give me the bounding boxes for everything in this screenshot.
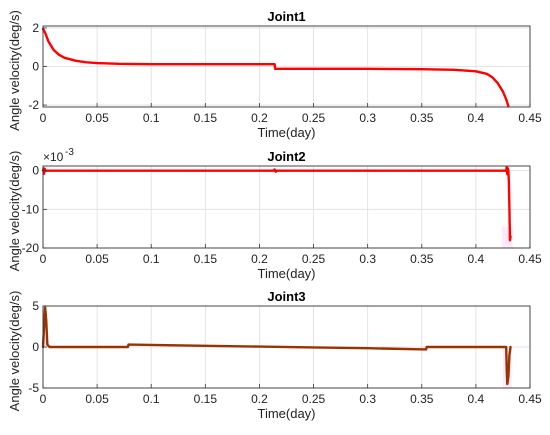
chart-title: Joint3 — [267, 289, 305, 304]
x-tick-label: 0.1 — [143, 392, 160, 406]
y-tick-label: -5 — [28, 381, 39, 395]
x-axis-label: Time(day) — [257, 125, 315, 140]
x-tick-label: 0 — [40, 252, 47, 266]
x-tick-label: 0.15 — [194, 252, 218, 266]
y-axis-label: Angle velocity(deg/s) — [7, 291, 22, 412]
y-tick-label: 0 — [32, 164, 39, 178]
x-tick-label: 0.25 — [302, 392, 326, 406]
series-line — [41, 165, 512, 242]
x-tick-label: 0.15 — [194, 111, 218, 125]
x-tick-label: 0 — [40, 392, 47, 406]
x-tick-label: 0.2 — [251, 111, 268, 125]
y-exponent-power: -3 — [65, 147, 74, 158]
x-axis-label: Time(day) — [257, 266, 315, 281]
y-axis-label: Angle velocity(deg/s) — [7, 151, 22, 272]
x-tick-label: 0.45 — [518, 392, 542, 406]
y-tick-label: -2 — [28, 98, 39, 112]
x-tick-label: 0.05 — [85, 111, 109, 125]
x-tick-label: 0.25 — [302, 111, 326, 125]
y-axis-label: Angle velocity(deg/s) — [7, 10, 22, 131]
x-tick-label: 0.25 — [302, 252, 326, 266]
joint3-panel: 0 0.05 0.1 0.15 0.2 0.25 0.3 0.35 0.4 0.45-505Joi… — [7, 289, 542, 421]
axes-box — [42, 165, 531, 249]
x-tick-label: 0.4 — [468, 111, 485, 125]
x-tick-label: 0.3 — [359, 111, 376, 125]
x-tick-label: 0.45 — [518, 111, 542, 125]
x-tick-label: 0.35 — [410, 252, 434, 266]
x-tick-label: 0.1 — [143, 111, 160, 125]
x-tick-label: 0.15 — [194, 392, 218, 406]
y-tick-label: 5 — [32, 299, 39, 313]
x-tick-label: 0.2 — [251, 392, 268, 406]
x-tick-label: 0.35 — [410, 392, 434, 406]
y-tick-label: -20 — [22, 241, 40, 255]
x-tick-label: 0.45 — [518, 252, 542, 266]
y-tick-label: -10 — [22, 202, 40, 216]
chart-title: Joint1 — [267, 9, 305, 24]
shaded-region — [501, 226, 513, 248]
x-tick-label: 0.3 — [359, 392, 376, 406]
x-tick-label: 0.1 — [143, 252, 160, 266]
y-tick-label: 0 — [32, 340, 39, 354]
x-tick-label: 0.3 — [359, 252, 376, 266]
y-tick-label: 0 — [32, 60, 39, 74]
x-tick-label: 0.05 — [85, 392, 109, 406]
y-tick-label: 2 — [32, 21, 39, 35]
x-tick-label: 0.35 — [410, 111, 434, 125]
x-tick-label: 0.4 — [468, 252, 485, 266]
chart-title: Joint2 — [267, 149, 305, 164]
series-line — [41, 306, 512, 386]
x-axis-label: Time(day) — [257, 406, 315, 421]
joint1-panel: 0 0.05 0.1 0.15 0.2 0.25 0.3 0.35 0.4 0.45-202Joi… — [7, 9, 542, 140]
x-tick-label: 0 — [40, 111, 47, 125]
x-tick-label: 0.4 — [468, 392, 485, 406]
series-line — [41, 27, 510, 108]
x-tick-label: 0.05 — [85, 252, 109, 266]
x-tick-label: 0.2 — [251, 252, 268, 266]
y-exponent-label: ×10 — [43, 150, 64, 164]
joint2-panel: 0 0.05 0.1 0.15 0.2 0.25 0.3 0.35 0.4 0.45 0 -10 -20… — [7, 147, 542, 281]
